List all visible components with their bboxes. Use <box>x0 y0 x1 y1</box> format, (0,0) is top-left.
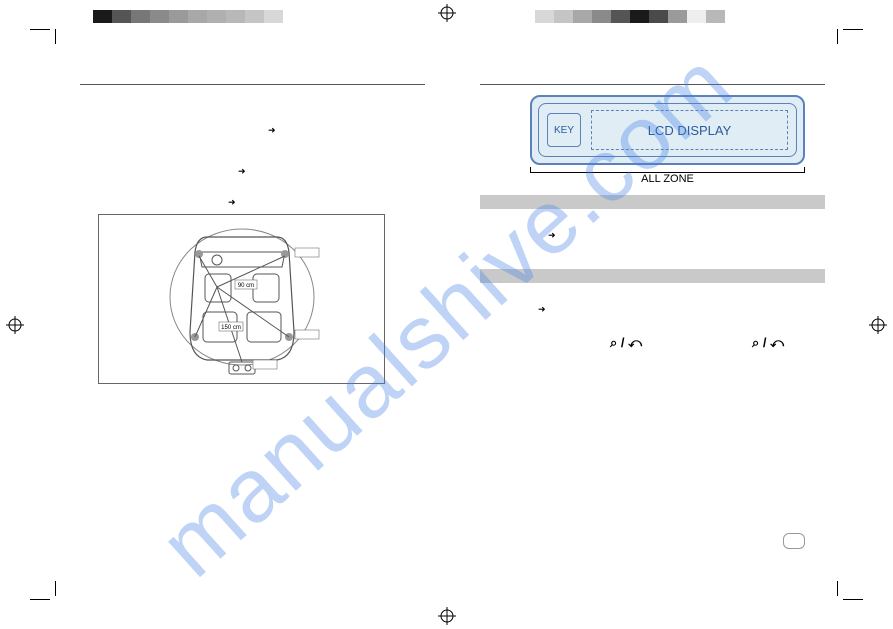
page-left: ➜ ➜ ➜ <box>60 70 445 569</box>
crop-mark <box>55 29 56 44</box>
lcd-display-label: LCD DISPLAY <box>648 123 732 138</box>
search-back-icon: ⌕ / ↶ <box>610 335 642 351</box>
registration-mark-left <box>6 316 24 334</box>
registration-mark-top <box>438 4 456 22</box>
color-bar-right <box>535 10 725 23</box>
lcd-display-area: LCD DISPLAY <box>591 110 788 150</box>
registration-mark-right <box>869 316 887 334</box>
registration-mark-bottom <box>438 607 456 625</box>
crop-mark <box>843 599 863 600</box>
search-back-icon: ⌕ / ↶ <box>752 335 784 351</box>
arrow-icon: ➜ <box>228 197 236 208</box>
crop-mark <box>55 581 56 596</box>
crop-mark <box>837 581 838 596</box>
crop-mark <box>30 599 50 600</box>
header-rule-right <box>480 84 825 85</box>
crop-mark <box>843 29 863 30</box>
arrow-icon: ➜ <box>238 166 246 177</box>
page-number-box <box>783 533 805 549</box>
distance-label: 150 cm <box>221 325 241 331</box>
arrow-icon: ➜ <box>548 230 556 240</box>
all-zone-label: ALL ZONE <box>530 167 805 185</box>
header-rule-left <box>80 84 425 85</box>
crop-mark <box>30 29 50 30</box>
color-bar-left <box>93 10 283 23</box>
arrow-icon: ➜ <box>538 304 546 314</box>
arrow-icon: ➜ <box>268 125 276 136</box>
section-band <box>480 195 825 209</box>
car-interior-diagram: 90 cm 150 cm <box>98 214 385 384</box>
distance-label: 90 cm <box>237 283 253 289</box>
crop-mark <box>837 29 838 44</box>
radio-device-illustration: KEY LCD DISPLAY <box>530 95 805 165</box>
page-right: KEY LCD DISPLAY ALL ZONE ➜ ➜ ⌕ / ↶ ⌕ / ↶ <box>460 70 845 569</box>
key-button-label: KEY <box>547 113 581 147</box>
section-band <box>480 269 825 283</box>
